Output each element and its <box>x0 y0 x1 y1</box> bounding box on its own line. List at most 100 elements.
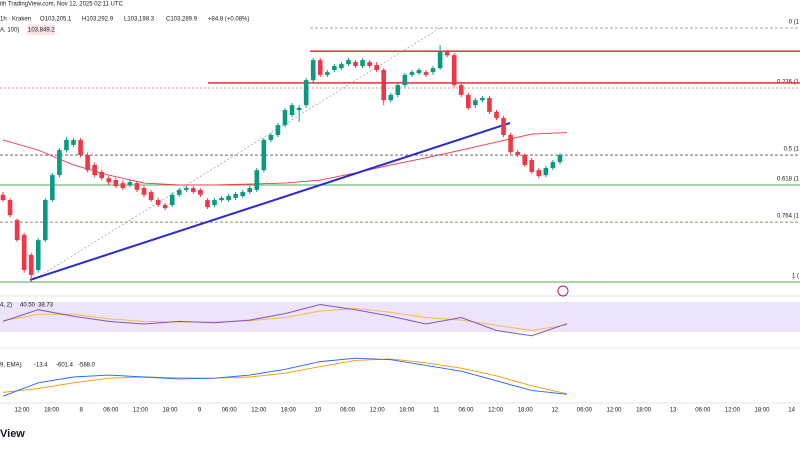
candle-body <box>233 193 238 198</box>
candle-body <box>141 188 147 195</box>
fib-label: 0 (1 <box>789 20 800 26</box>
candle-body <box>296 107 302 111</box>
candle-body <box>381 69 386 101</box>
candle-body <box>219 197 224 201</box>
macd-label: 9, EMA) <box>0 363 22 369</box>
rsi-value: 40.50 <box>20 303 36 309</box>
ma-label: A, 100) <box>0 28 19 34</box>
candle-body <box>28 254 34 275</box>
candle-body <box>191 188 196 193</box>
rsi-band <box>0 302 800 332</box>
candle-body <box>162 204 168 209</box>
candle-body <box>501 118 506 136</box>
x-tick-label: 06:00 <box>695 408 711 414</box>
candle-body <box>212 200 217 205</box>
x-tick-label: 18:00 <box>636 408 652 414</box>
candle-body <box>437 52 443 69</box>
alert-icon[interactable] <box>557 285 569 297</box>
candle-body <box>268 135 274 140</box>
source: ith TradingView.com, Nov 12, 2025 02:11 … <box>0 2 124 8</box>
candle-body <box>275 125 281 136</box>
candle-body <box>550 162 556 168</box>
candle-body <box>134 183 140 190</box>
candle-body <box>303 80 309 106</box>
fib-label: 0.5 (1 <box>784 147 800 153</box>
candle-body <box>7 200 13 216</box>
candle-body <box>402 74 408 86</box>
x-tick-label: 9 <box>198 408 202 414</box>
candle-body <box>353 61 358 66</box>
x-tick-label: 11 <box>433 408 440 414</box>
candle-body <box>543 167 549 176</box>
candle-body <box>92 164 97 176</box>
sma-line <box>2 132 568 186</box>
candle-body <box>317 60 323 75</box>
candle-body <box>367 61 372 66</box>
candle-body <box>184 188 189 190</box>
ma-value-box <box>27 25 55 35</box>
candle-body <box>247 188 253 193</box>
x-tick-label: 12:00 <box>606 408 622 414</box>
candle-body <box>444 52 450 56</box>
candle-body <box>515 151 520 156</box>
candle-body <box>113 180 119 187</box>
header-text: 1h · Kraken <box>0 17 31 23</box>
candle-body <box>198 189 203 195</box>
candle-body <box>346 60 351 65</box>
header-text: O103,205.1 <box>40 17 72 23</box>
x-tick-label: 18:00 <box>44 408 60 414</box>
macd-signal <box>2 358 568 395</box>
macd-value: -601.4 <box>56 363 74 369</box>
candle-body <box>360 60 365 66</box>
trendline <box>29 122 511 281</box>
candle-body <box>522 155 527 165</box>
rsi-line <box>2 303 568 337</box>
candle-body <box>395 85 401 95</box>
candle-body <box>14 220 20 241</box>
candle-body <box>0 194 6 201</box>
x-tick-label: 12:00 <box>133 408 149 414</box>
candle-body <box>529 159 535 173</box>
candle-body <box>332 65 337 70</box>
candle-body <box>409 72 415 75</box>
header-text: C103,289.9 <box>166 17 198 23</box>
x-tick-label: 06:00 <box>103 408 119 414</box>
candle-body <box>21 234 27 271</box>
x-tick-label: 18:00 <box>399 408 415 414</box>
candle-body <box>416 69 422 74</box>
candle-body <box>57 150 62 176</box>
candle-body <box>261 139 267 171</box>
candle-body <box>85 155 90 171</box>
x-tick-label: 12:00 <box>251 408 267 414</box>
x-tick-label: 12:00 <box>488 408 504 414</box>
x-tick-label: 10 <box>315 408 322 414</box>
x-tick-label: 18:00 <box>754 408 770 414</box>
x-tick-label: 8 <box>80 408 84 414</box>
macd-value: -588.0 <box>78 363 96 369</box>
x-tick-label: 18:00 <box>162 408 178 414</box>
x-tick-label: 06:00 <box>222 408 238 414</box>
candle-body <box>480 98 485 101</box>
macd-line <box>2 357 568 397</box>
rsi-label: 4, 2) <box>0 303 12 309</box>
candle-body <box>536 170 542 177</box>
candle-body <box>494 111 499 119</box>
header-text: +84.8 (+0.08%) <box>208 17 249 23</box>
fib-label: 0.764 (1 <box>777 214 800 220</box>
candle-body <box>148 192 154 201</box>
candle-body <box>78 139 83 156</box>
candle-body <box>127 182 133 185</box>
candle-body <box>339 64 344 69</box>
candle-body <box>451 55 457 86</box>
ma-value: 103,849.2 <box>28 28 55 34</box>
candle-body <box>205 200 210 208</box>
candle-body <box>473 100 478 106</box>
candle-body <box>71 139 76 145</box>
candle-body <box>35 240 41 271</box>
candle-body <box>458 85 464 95</box>
candle-body <box>254 170 260 190</box>
candle-body <box>388 94 394 101</box>
footer-logo: View <box>0 428 25 440</box>
candle-body <box>43 200 48 241</box>
